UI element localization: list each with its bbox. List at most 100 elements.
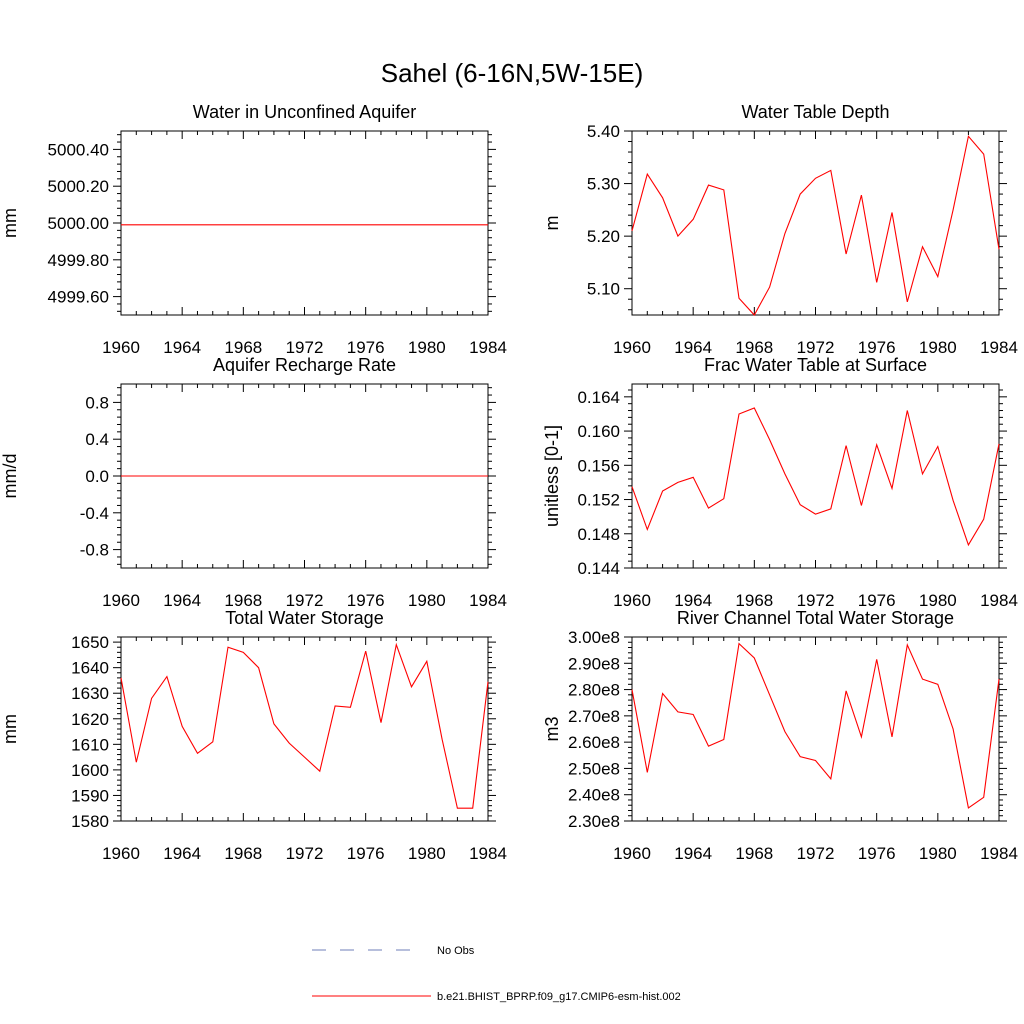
y-tick-label: 0.160 [577, 422, 620, 441]
y-axis-label: m3 [542, 716, 562, 741]
x-tick-label: 1964 [163, 338, 201, 357]
x-tick-label: 1972 [286, 591, 324, 610]
legend-label-no-obs: No Obs [437, 945, 475, 957]
y-tick-label: 3.00e8 [568, 628, 620, 647]
panel-title: Total Water Storage [225, 608, 383, 628]
y-tick-label: 1610 [71, 735, 109, 754]
y-axis-label: unitless [0-1] [542, 425, 562, 527]
panel-frame [120, 636, 489, 822]
panel-6: River Channel Total Water Storage 1960 196… [542, 608, 1018, 863]
panel-title: Aquifer Recharge Rate [213, 355, 396, 375]
x-tick-label: 1960 [613, 591, 651, 610]
x-tick-label: 1968 [224, 591, 262, 610]
y-tick-label: 1620 [71, 710, 109, 729]
x-tick-label: 1964 [163, 591, 201, 610]
x-tick-label: 1976 [347, 591, 385, 610]
x-tick-label: 1976 [347, 844, 385, 863]
y-tick-label: 5000.20 [48, 177, 109, 196]
x-tick-label: 1968 [735, 844, 773, 863]
y-tick-label: 5000.40 [48, 140, 109, 159]
series-line [631, 407, 1000, 547]
x-tick-label: 1968 [735, 591, 773, 610]
legend-label-model: b.e21.BHIST_BPRP.f09_g17.CMIP6-esm-hist.… [437, 991, 681, 1003]
y-tick-label: 0.8 [85, 393, 109, 412]
panel-frame [631, 636, 1000, 822]
y-axis-label: mm/d [0, 454, 20, 499]
y-tick-label: 0.156 [577, 456, 620, 475]
y-tick-label: 4999.80 [48, 251, 109, 270]
series-line [631, 642, 1000, 809]
x-tick-label: 1976 [858, 338, 896, 357]
y-tick-label: 0.4 [85, 430, 109, 449]
x-tick-label: 1980 [408, 844, 446, 863]
y-tick-label: 0.144 [577, 559, 620, 578]
x-tick-label: 1980 [408, 338, 446, 357]
y-axis-label: mm [0, 714, 20, 744]
x-tick-label: 1972 [286, 844, 324, 863]
y-tick-label: 0.164 [577, 388, 620, 407]
y-tick-label: -0.8 [80, 541, 109, 560]
panel-2: Water Table Depth 1960 1964 1968 1972 1976 198… [542, 102, 1018, 357]
y-tick-label: 2.70e8 [568, 707, 620, 726]
legend: No Obs b.e21.BHIST_BPRP.f09_g17.CMIP6-es… [312, 945, 681, 1003]
panel-frame [631, 130, 1000, 316]
x-tick-label: 1980 [919, 844, 957, 863]
y-tick-label: 2.90e8 [568, 654, 620, 673]
y-tick-label: 4999.60 [48, 288, 109, 307]
panel-title: Frac Water Table at Surface [704, 355, 927, 375]
panel-1: Water in Unconfined Aquifer 1960 1964 1968 1… [0, 102, 507, 357]
x-tick-label: 1964 [674, 844, 712, 863]
x-tick-label: 1984 [980, 338, 1018, 357]
x-tick-label: 1972 [797, 338, 835, 357]
x-tick-label: 1964 [163, 844, 201, 863]
panel-title: Water Table Depth [741, 102, 889, 122]
y-tick-label: 0.148 [577, 525, 620, 544]
x-tick-label: 1960 [613, 844, 651, 863]
y-tick-label: 0.152 [577, 491, 620, 510]
x-tick-label: 1960 [613, 338, 651, 357]
x-tick-label: 1972 [286, 338, 324, 357]
y-tick-label: 5.20 [587, 227, 620, 246]
y-tick-label: 1590 [71, 786, 109, 805]
panels: Water in Unconfined Aquifer 1960 1964 1968 1… [0, 102, 1018, 863]
y-tick-label: 1650 [71, 633, 109, 652]
x-tick-label: 1980 [919, 591, 957, 610]
panel-title: River Channel Total Water Storage [677, 608, 954, 628]
x-tick-label: 1960 [102, 338, 140, 357]
y-tick-label: 5.40 [587, 122, 620, 141]
y-tick-label: 1630 [71, 684, 109, 703]
y-tick-label: -0.4 [80, 504, 109, 523]
x-tick-label: 1960 [102, 591, 140, 610]
figure-title: Sahel (6-16N,5W-15E) [381, 58, 644, 88]
series-line [120, 642, 489, 809]
y-axis-label: mm [0, 208, 20, 238]
x-tick-label: 1972 [797, 591, 835, 610]
series-line [631, 135, 1000, 316]
y-axis-label: m [542, 216, 562, 231]
panel-4: Frac Water Table at Surface 1960 1964 1968 1… [542, 355, 1018, 610]
panel-frame [120, 130, 489, 316]
y-tick-label: 1640 [71, 659, 109, 678]
x-tick-label: 1976 [347, 338, 385, 357]
x-tick-label: 1984 [469, 338, 507, 357]
x-tick-label: 1976 [858, 844, 896, 863]
y-tick-label: 5.10 [587, 280, 620, 299]
y-tick-label: 2.60e8 [568, 733, 620, 752]
x-tick-label: 1980 [408, 591, 446, 610]
y-tick-label: 5000.00 [48, 214, 109, 233]
x-tick-label: 1960 [102, 844, 140, 863]
x-tick-label: 1968 [735, 338, 773, 357]
y-tick-label: 2.80e8 [568, 681, 620, 700]
panel-5: Total Water Storage 1960 1964 1968 1972 1976 1… [0, 608, 507, 863]
x-tick-label: 1968 [224, 338, 262, 357]
y-tick-label: 5.30 [587, 175, 620, 194]
y-tick-label: 2.50e8 [568, 759, 620, 778]
y-tick-label: 2.30e8 [568, 812, 620, 831]
x-tick-label: 1984 [980, 844, 1018, 863]
y-tick-label: 0.0 [85, 467, 109, 486]
y-tick-label: 2.40e8 [568, 786, 620, 805]
x-tick-label: 1984 [980, 591, 1018, 610]
y-tick-label: 1580 [71, 812, 109, 831]
y-tick-label: 1600 [71, 761, 109, 780]
